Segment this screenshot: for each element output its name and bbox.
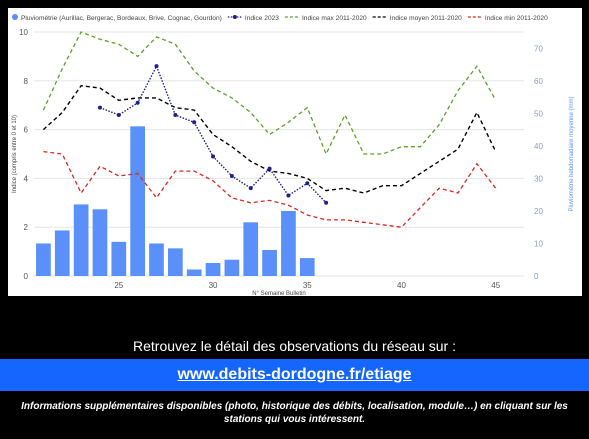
x-tick-label: 25: [114, 281, 123, 290]
rainfall-bar: [36, 243, 51, 276]
indice-2023-point: [97, 105, 102, 110]
indice-2023-point: [248, 186, 253, 191]
indice-2023-point: [116, 112, 121, 117]
x-tick-label: 30: [209, 281, 218, 290]
indice-2023-point: [154, 64, 159, 69]
y-right-axis-label: Pluviométrie hebdomadaire moyenne (mm): [569, 96, 575, 211]
y-right-tick-label: 50: [534, 109, 543, 118]
website-link[interactable]: www.debits-dordogne.fr/etiage: [177, 366, 412, 383]
rainfall-bar: [224, 259, 240, 276]
rainfall-bar: [92, 209, 108, 276]
legend-label: Indice min 2011-2020: [485, 15, 548, 22]
rainfall-bar: [262, 249, 277, 276]
rainfall-bar: [149, 243, 164, 276]
indice-2023-point: [229, 173, 234, 178]
rainfall-bar: [130, 126, 146, 276]
rainfall-bar: [205, 262, 221, 276]
series-line-indice-moyen-2011-2020: [42, 84, 497, 194]
y-right-tick-label: 10: [534, 239, 543, 248]
y-left-tick-label: 10: [19, 28, 28, 37]
y-right-tick-label: 60: [534, 77, 543, 86]
legend-swatch: [12, 14, 18, 20]
rainfall-bar: [73, 204, 89, 276]
y-left-tick-label: 0: [24, 272, 29, 281]
rainfall-bar: [299, 258, 315, 276]
x-tick-label: 45: [491, 281, 500, 290]
y-left-tick-label: 4: [24, 174, 29, 183]
link-banner: www.debits-dordogne.fr/etiage: [0, 359, 589, 391]
rainfall-bar: [281, 210, 296, 276]
legend-label: Indice max 2011-2020: [302, 15, 367, 22]
indice-2023-point: [324, 200, 329, 205]
legend-swatch-marker: [232, 15, 237, 19]
series-line-indice-max-2011-2020: [42, 31, 497, 156]
y-left-axis-label: Indice (compris entre 0 et 10): [12, 115, 18, 193]
indice-2023-point: [286, 193, 291, 198]
chart-panel: 0 2 4 6 8 10 0 10 20 30 40 50 60 70 25 30 35 40 45 N° Semai…: [8, 8, 582, 296]
info-text: Informations supplémentaires disponibles…: [21, 401, 568, 425]
rainfall-bar: [167, 248, 183, 276]
indice-2023-point: [305, 181, 310, 186]
indice-2023-point: [135, 100, 140, 105]
x-tick-label: 35: [303, 281, 312, 290]
legend-label: Indice moyen 2011-2020: [390, 15, 462, 22]
indice-2023-point: [192, 120, 197, 125]
y-right-tick-label: 30: [534, 174, 543, 183]
y-left-tick-label: 6: [24, 126, 29, 135]
legend-label: Indice 2023: [245, 15, 279, 22]
chart: 0 2 4 6 8 10 0 10 20 30 40 50 60 70 25 30 35 40 45 N° Semai…: [12, 14, 575, 296]
x-tick-label: 40: [397, 281, 406, 290]
x-axis-label: N° Semaine Bulletin: [252, 291, 305, 296]
y-right-tick-label: 40: [534, 142, 543, 151]
series-line-indice-min-2011-2020: [43, 150, 497, 228]
y-right-tick-label: 20: [534, 207, 543, 216]
indice-2023-point: [173, 112, 178, 117]
y-right-tick-label: 70: [534, 44, 543, 53]
legend-label: Pluviométrie (Aurillac, Bergerac, Bordea…: [21, 15, 222, 22]
indice-2023-point: [211, 154, 216, 159]
y-right-tick-label: 0: [534, 272, 539, 281]
y-left-tick-label: 2: [24, 223, 29, 232]
caption: Retrouvez le détail des observations du …: [133, 338, 456, 354]
rainfall-bar: [186, 269, 202, 276]
y-left-tick-label: 8: [24, 77, 29, 86]
rainfall-bar: [54, 230, 70, 276]
indice-2023-point: [267, 166, 272, 171]
rainfall-bar: [111, 241, 127, 276]
rainfall-bar: [243, 222, 259, 276]
